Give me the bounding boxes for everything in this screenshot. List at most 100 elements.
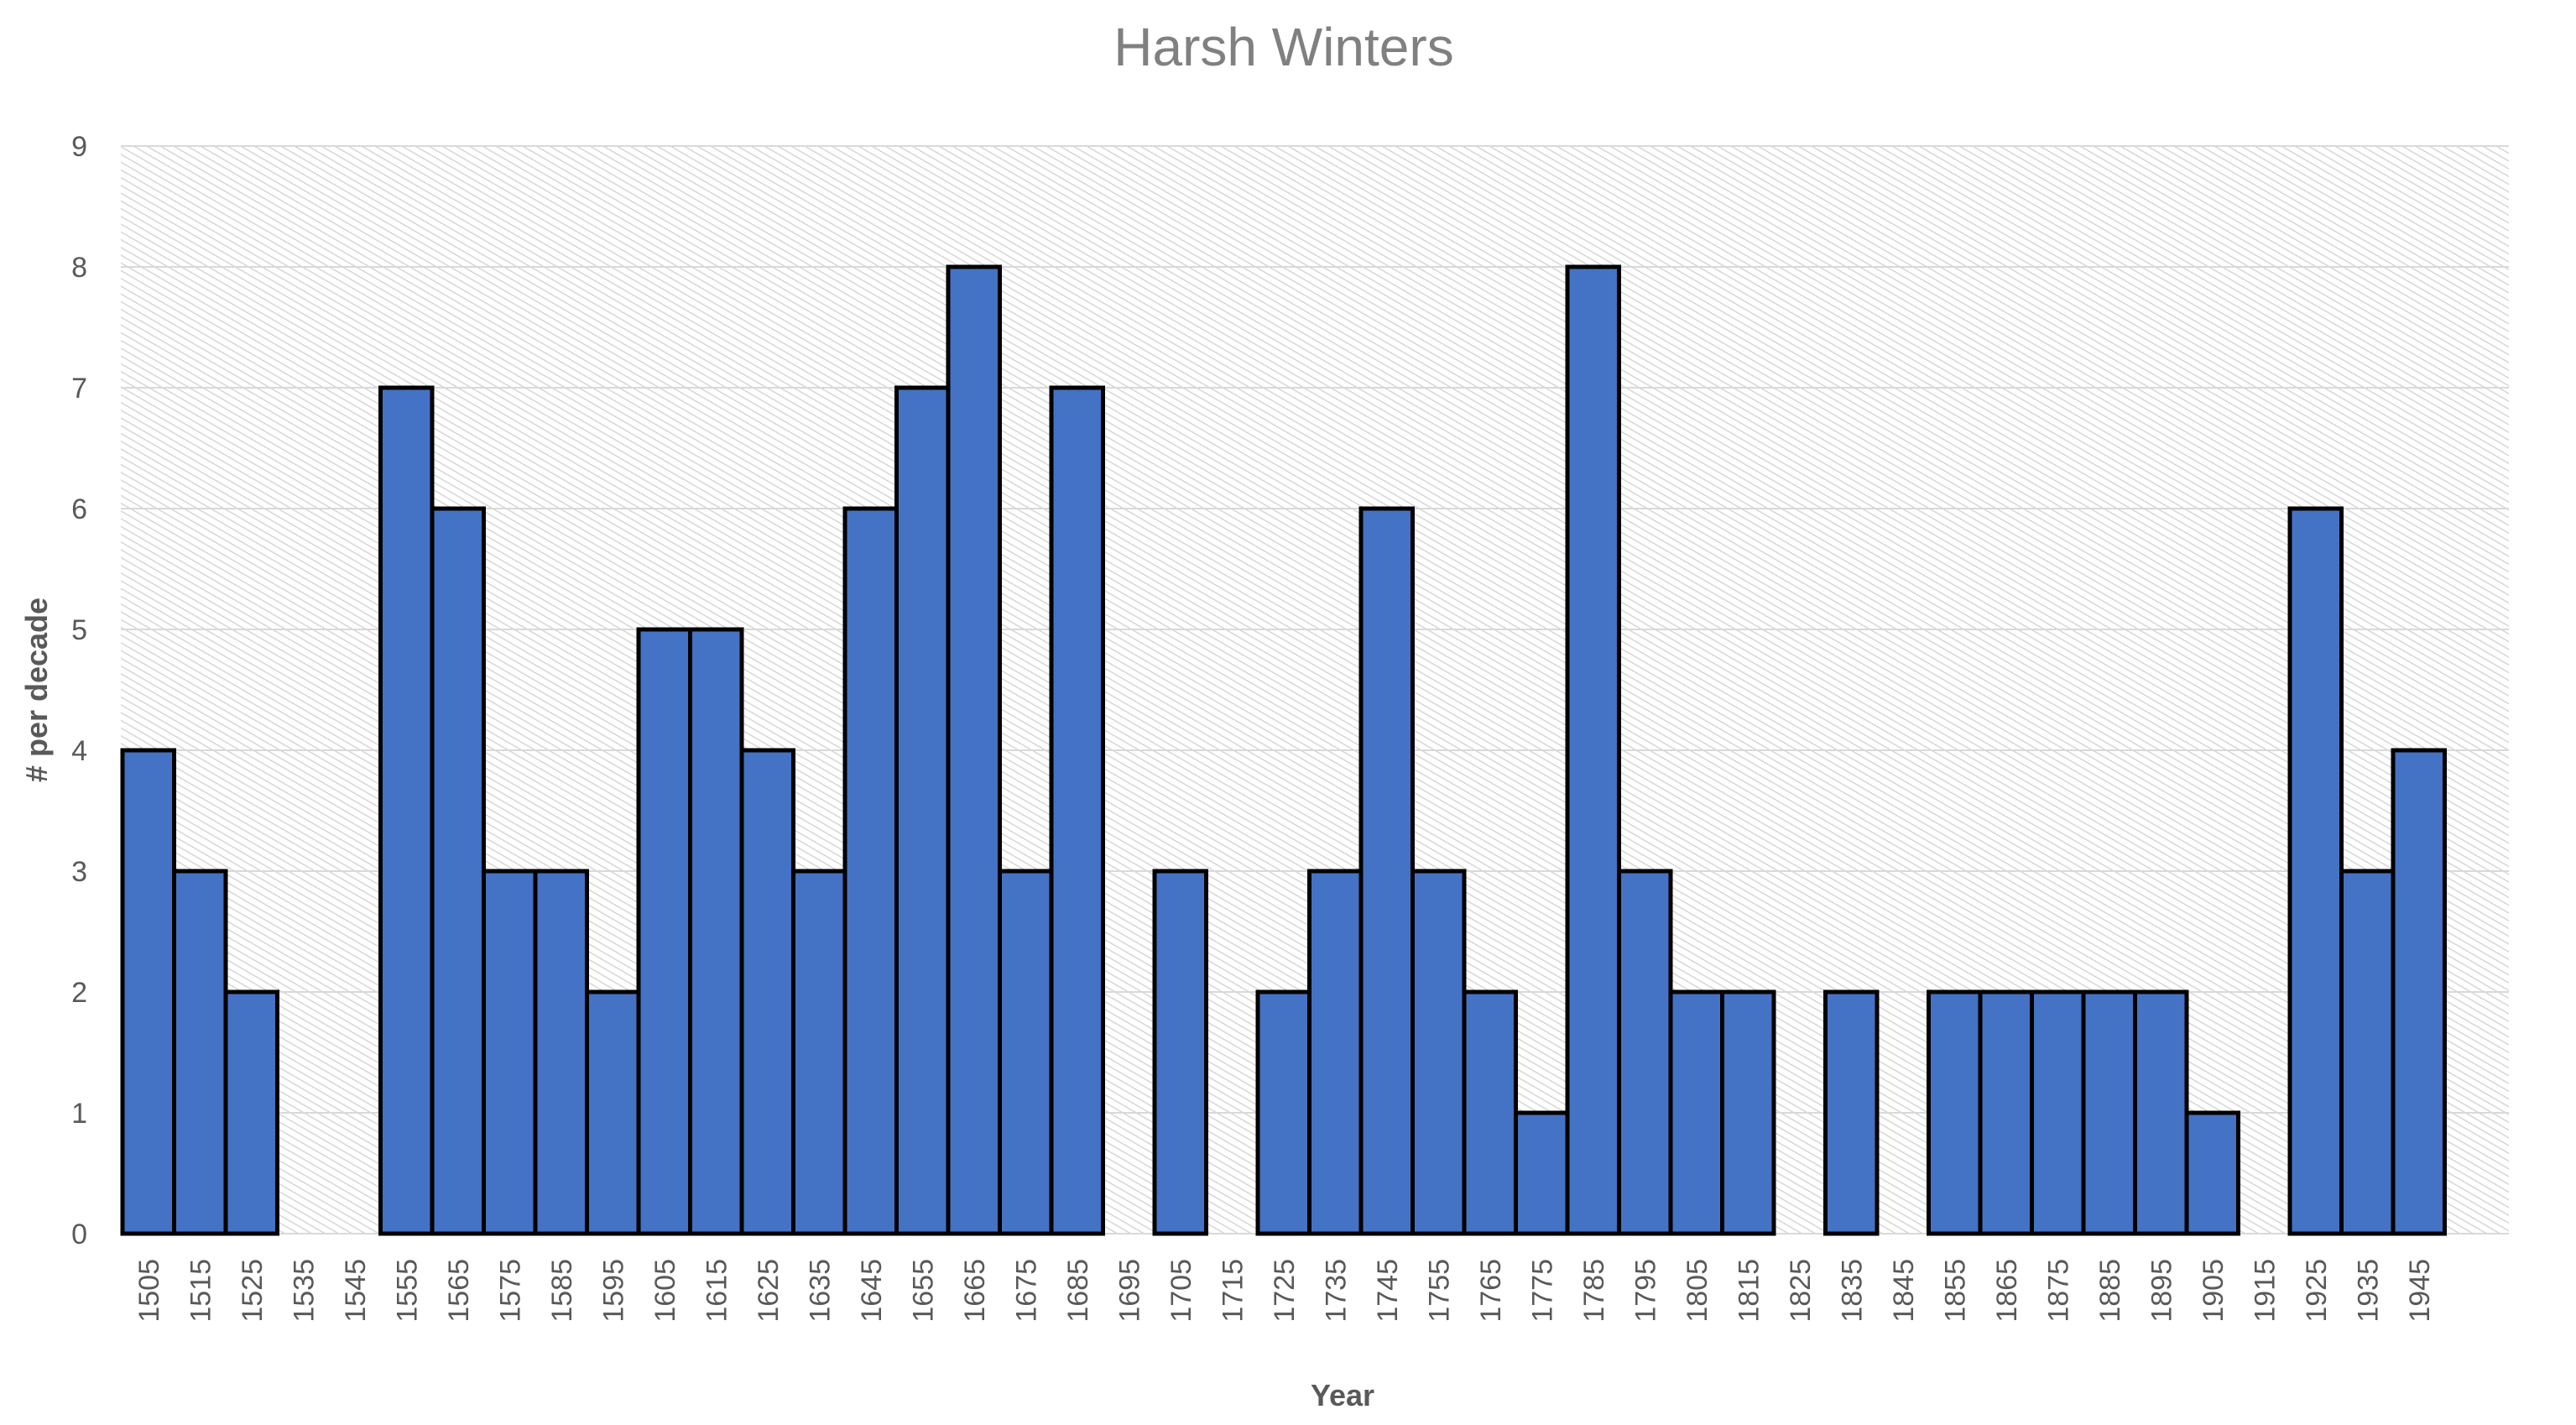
x-tick-label: 1915 xyxy=(2249,1259,2281,1323)
x-tick-label: 1615 xyxy=(701,1259,733,1323)
y-tick-label: 9 xyxy=(71,131,87,163)
bar-1575 xyxy=(482,869,538,1236)
x-tick-label: 1815 xyxy=(1733,1259,1765,1323)
y-tick-label: 0 xyxy=(71,1219,87,1250)
bar-1635 xyxy=(791,869,847,1236)
y-tick-label: 5 xyxy=(71,614,87,646)
x-tick-label: 1645 xyxy=(856,1259,888,1323)
y-tick-label: 1 xyxy=(71,1098,87,1130)
x-tick-label: 1805 xyxy=(1682,1259,1713,1323)
x-tick-label: 1745 xyxy=(1372,1259,1404,1323)
x-tick-label: 1705 xyxy=(1165,1259,1197,1323)
bar-1855 xyxy=(1927,989,1983,1236)
x-tick-label: 1925 xyxy=(2301,1259,2333,1323)
x-tick-label: 1835 xyxy=(1836,1259,1868,1323)
x-tick-label: 1605 xyxy=(649,1259,681,1323)
x-tick-label: 1885 xyxy=(2094,1259,2126,1323)
bar-1735 xyxy=(1307,869,1364,1236)
x-tick-label: 1775 xyxy=(1526,1259,1558,1323)
x-tick-label: 1595 xyxy=(597,1259,629,1323)
x-tick-label: 1545 xyxy=(340,1259,372,1323)
x-tick-label: 1635 xyxy=(804,1259,836,1323)
bar-1705 xyxy=(1152,869,1208,1236)
x-tick-label: 1725 xyxy=(1269,1259,1301,1323)
x-tick-label: 1765 xyxy=(1475,1259,1507,1323)
x-tick-label: 1945 xyxy=(2404,1259,2436,1323)
x-tick-label: 1935 xyxy=(2352,1259,2384,1323)
y-tick-label: 2 xyxy=(71,977,87,1009)
y-tick-label: 4 xyxy=(71,735,87,767)
bar-1745 xyxy=(1358,506,1415,1236)
x-tick-label: 1695 xyxy=(1113,1259,1145,1323)
x-tick-label: 1665 xyxy=(959,1259,991,1323)
x-axis-label: Year xyxy=(1311,1378,1374,1412)
bar-1805 xyxy=(1668,989,1724,1236)
bar-1815 xyxy=(1720,989,1776,1236)
x-tick-label: 1755 xyxy=(1423,1259,1455,1323)
y-tick-label: 8 xyxy=(71,252,87,284)
bars xyxy=(120,264,2447,1236)
x-tick-label: 1685 xyxy=(1062,1259,1094,1323)
bar-1505 xyxy=(120,748,176,1236)
bar-1885 xyxy=(2081,989,2137,1236)
x-tick-label: 1875 xyxy=(2042,1259,2074,1323)
bar-1675 xyxy=(998,869,1054,1236)
bar-1835 xyxy=(1823,989,1880,1236)
bar-1615 xyxy=(688,627,744,1236)
x-tick-label: 1845 xyxy=(1888,1259,1920,1323)
x-tick-label: 1795 xyxy=(1630,1259,1661,1323)
y-axis-ticks: 0 1 2 3 4 5 6 7 8 9 xyxy=(71,131,87,1250)
x-axis-ticks: 1505 1515 1525 1535 1545 1555 1565 1575 1585 1595… xyxy=(133,1259,2436,1323)
bar-1625 xyxy=(739,748,795,1236)
x-tick-label: 1585 xyxy=(546,1259,578,1323)
x-tick-label: 1865 xyxy=(1991,1259,2023,1323)
bar-1525 xyxy=(223,989,279,1236)
y-tick-label: 7 xyxy=(71,373,87,405)
x-tick-label: 1575 xyxy=(494,1259,526,1323)
x-tick-label: 1625 xyxy=(753,1259,785,1323)
bar-1655 xyxy=(894,385,951,1236)
y-axis-label: # per decade xyxy=(19,598,54,782)
chart-title: Harsh Winters xyxy=(1113,17,1453,77)
bar-1555 xyxy=(378,385,435,1236)
x-tick-label: 1895 xyxy=(2146,1259,2177,1323)
bar-1565 xyxy=(430,506,486,1236)
bar-1785 xyxy=(1565,264,1621,1236)
bar-1665 xyxy=(946,264,1002,1236)
x-tick-label: 1555 xyxy=(391,1259,423,1323)
bar-1895 xyxy=(2133,989,2189,1236)
x-tick-label: 1515 xyxy=(185,1259,216,1323)
x-tick-label: 1715 xyxy=(1217,1259,1249,1323)
bar-1645 xyxy=(842,506,899,1236)
x-tick-label: 1905 xyxy=(2198,1259,2229,1323)
x-tick-label: 1825 xyxy=(1785,1259,1817,1323)
bar-1755 xyxy=(1411,869,1467,1236)
bar-1595 xyxy=(585,989,641,1236)
bar-1905 xyxy=(2184,1110,2240,1236)
bar-1925 xyxy=(2287,506,2344,1236)
x-tick-label: 1525 xyxy=(237,1259,269,1323)
x-tick-label: 1785 xyxy=(1578,1259,1610,1323)
x-tick-label: 1505 xyxy=(133,1259,165,1323)
x-tick-label: 1735 xyxy=(1320,1259,1352,1323)
bar-1585 xyxy=(533,869,589,1236)
bar-1775 xyxy=(1514,1110,1570,1236)
bar-1875 xyxy=(2030,989,2086,1236)
y-tick-label: 6 xyxy=(71,493,87,525)
x-tick-label: 1565 xyxy=(443,1259,475,1323)
bar-1795 xyxy=(1617,869,1673,1236)
bar-1935 xyxy=(2339,869,2396,1236)
bar-1945 xyxy=(2391,748,2447,1236)
x-tick-label: 1675 xyxy=(1010,1259,1042,1323)
bar-1765 xyxy=(1462,989,1518,1236)
bar-1725 xyxy=(1255,989,1311,1236)
x-tick-label: 1655 xyxy=(907,1259,939,1323)
bar-1685 xyxy=(1049,385,1105,1236)
x-tick-label: 1855 xyxy=(1939,1259,1971,1323)
bar-1865 xyxy=(1978,989,2034,1236)
bar-1515 xyxy=(172,869,228,1236)
x-tick-label: 1535 xyxy=(288,1259,320,1323)
y-tick-label: 3 xyxy=(71,856,87,888)
